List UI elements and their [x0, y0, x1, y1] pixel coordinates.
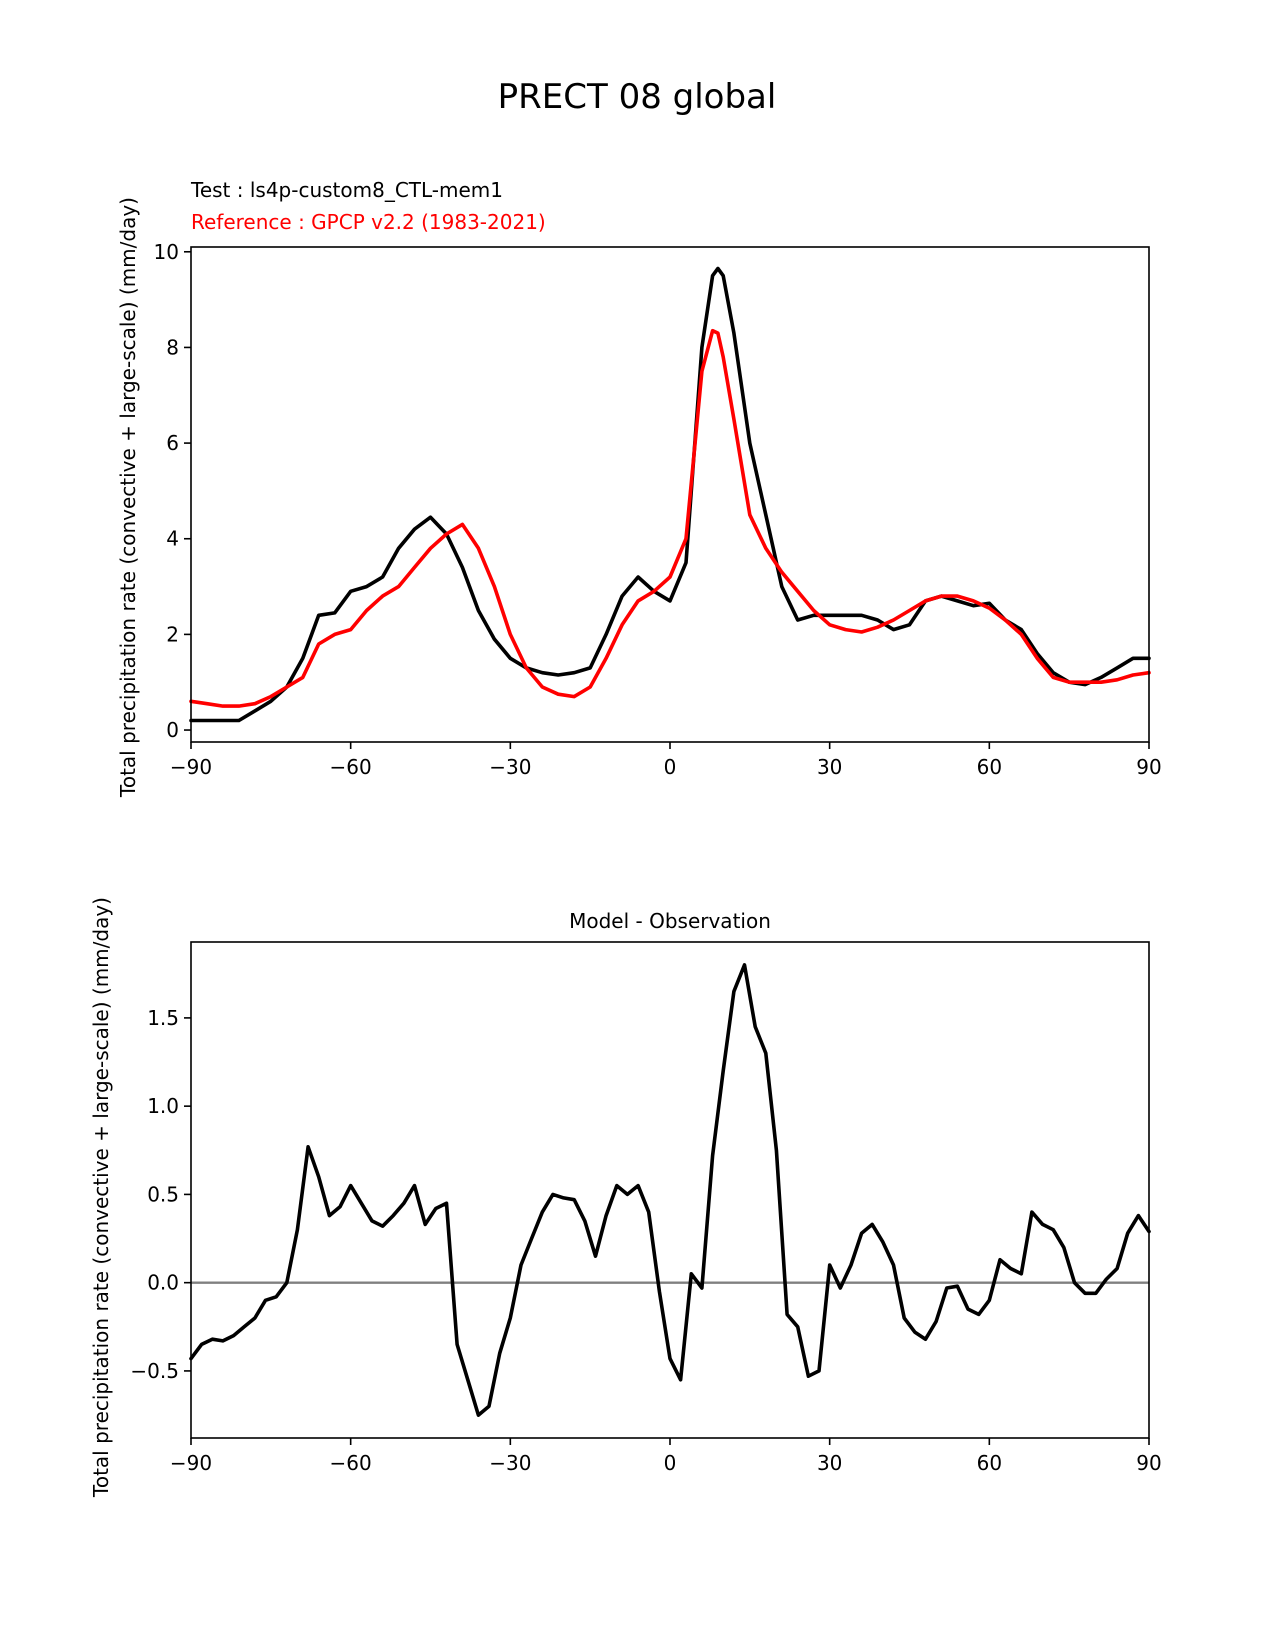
top-xtick-label: 0 — [664, 755, 677, 779]
bottom-series-0-line — [189, 963, 1151, 1417]
top-xtick-label: 30 — [817, 755, 842, 779]
figure-title: PRECT 08 global — [498, 77, 777, 117]
bottom-ytick-label: 0.0 — [147, 1271, 179, 1295]
top-ytick-label: 6 — [166, 431, 179, 455]
top-series-1-line — [189, 328, 1151, 708]
top-ytick-label: 4 — [166, 527, 179, 551]
bottom-xtick-label: −60 — [330, 1451, 372, 1475]
bottom-xtick-label: 90 — [1136, 1451, 1161, 1475]
reference-label: Reference : GPCP v2.2 (1983-2021) — [191, 210, 546, 234]
top-plot-area: −90 −60 −30 0 30 60 90 0 2 4 6 8 10 — [154, 240, 1162, 779]
top-series-0-line — [189, 266, 1151, 723]
bottom-xtick-label: 30 — [817, 1451, 842, 1475]
top-ytick-label: 8 — [166, 335, 179, 359]
top-xtick-label: −30 — [489, 755, 531, 779]
bottom-xtick-label: −30 — [489, 1451, 531, 1475]
bottom-xtick-label: −90 — [170, 1451, 212, 1475]
test-label: Test : ls4p-custom8_CTL-mem1 — [190, 178, 503, 202]
bottom-xtick-label: 60 — [977, 1451, 1002, 1475]
top-ytick-label: 2 — [166, 622, 179, 646]
top-xtick-label: −60 — [330, 755, 372, 779]
bottom-ytick-label: 0.5 — [147, 1182, 179, 1206]
top-ytick-label: 0 — [166, 718, 179, 742]
precipitation-panel: Test : ls4p-custom8_CTL-mem1 Reference :… — [116, 178, 1162, 798]
bottom-ylabel: Total precipitation rate (convective + l… — [89, 897, 113, 1498]
top-ytick-label: 10 — [154, 240, 179, 264]
bottom-xtick-label: 0 — [664, 1451, 677, 1475]
bottom-ytick-label: 1.0 — [147, 1094, 179, 1118]
bottom-title: Model - Observation — [569, 909, 771, 933]
bottom-plot-area: −90 −60 −30 0 30 60 90 −0.5 0.0 0.5 1.0 1.5 — [130, 963, 1162, 1475]
bottom-ytick-label: −0.5 — [130, 1359, 179, 1383]
top-xtick-label: 60 — [977, 755, 1002, 779]
top-ylabel: Total precipitation rate (convective + l… — [116, 197, 140, 798]
bottom-plot-frame — [190, 941, 1150, 1439]
top-xtick-label: 90 — [1136, 755, 1161, 779]
top-plot-frame — [190, 246, 1150, 743]
top-xtick-label: −90 — [170, 755, 212, 779]
difference-panel: Model - Observation Total precipitation … — [89, 897, 1162, 1498]
bottom-ytick-label: 1.5 — [147, 1006, 179, 1030]
